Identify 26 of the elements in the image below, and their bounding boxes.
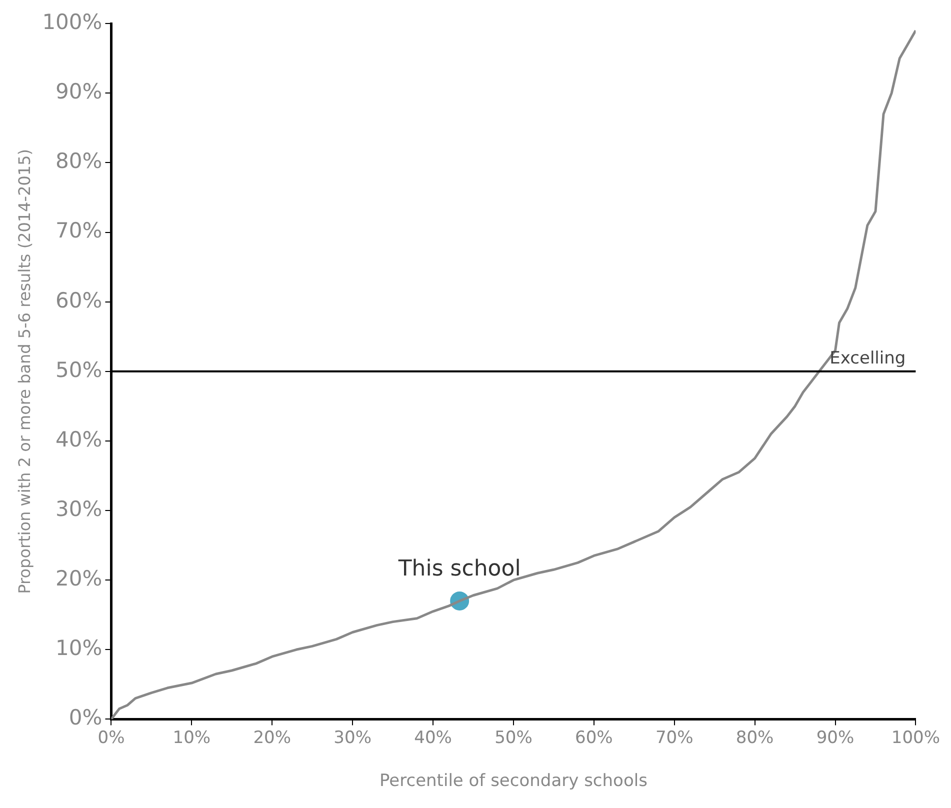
y-tick-label: 0% [68,706,102,730]
y-tick-label: 80% [56,149,102,174]
x-tick-label: 30% [334,728,372,748]
y-axis-title: Proportion with 2 or more band 5-6 results (2014-2015) [14,148,34,594]
x-tick-label: 60% [575,728,613,748]
x-tick-label: 50% [494,728,532,748]
y-tick-label: 20% [56,566,102,591]
x-axis-title: Percentile of secondary schools [380,771,648,792]
x-tick-label: 70% [655,728,694,748]
annotation: This school [397,556,521,582]
y-tick-label: 100% [42,10,102,34]
y-tick-label: 70% [56,218,102,243]
x-tick-label: 10% [172,728,211,748]
x-tick-label: 80% [736,728,774,748]
x-tick-label: 0% [98,728,125,748]
y-tick-label: 60% [56,288,102,312]
x-tick-label: 20% [253,728,292,748]
y-tick-label: 10% [56,636,102,660]
y-tick-label: 50% [56,358,102,382]
x-tick-label: 40% [414,728,452,748]
x-tick-label: 100% [891,728,940,748]
y-tick-label: 90% [56,80,102,104]
ref-line-label: Excelling [830,348,906,368]
y-tick-label: 30% [56,496,102,521]
x-tick-label: 90% [816,728,854,748]
y-tick-label: 40% [56,427,102,452]
